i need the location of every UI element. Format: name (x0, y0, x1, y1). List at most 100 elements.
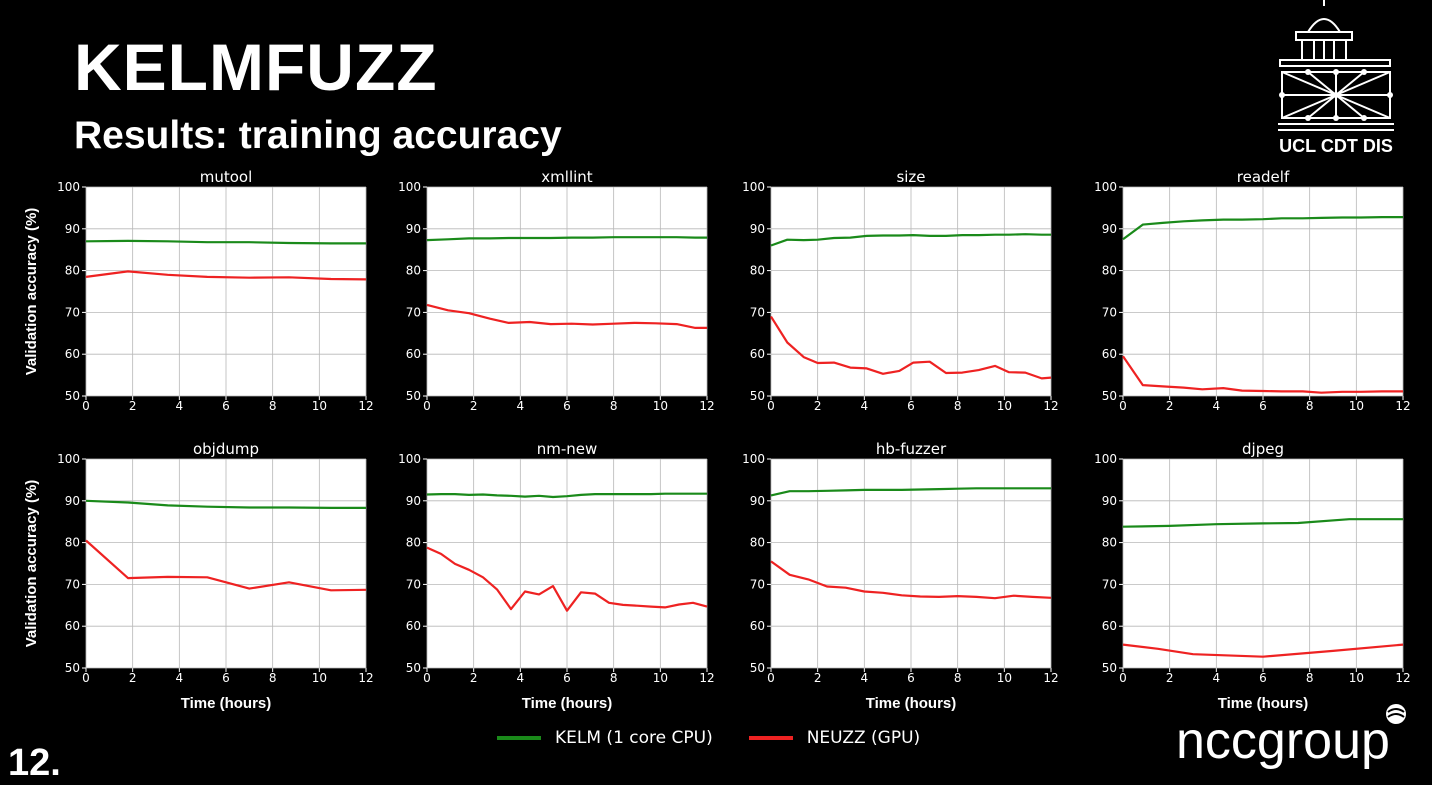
y-tick-label: 100 (398, 452, 421, 466)
x-tick-label: 10 (1349, 399, 1364, 413)
y-tick-label: 80 (406, 536, 421, 550)
y-tick-label: 80 (750, 264, 765, 278)
x-axis-label: Time (hours) (522, 695, 613, 712)
x-tick-label: 6 (222, 671, 230, 685)
y-tick-label: 90 (1102, 222, 1117, 236)
y-tick-label: 50 (65, 389, 80, 403)
x-tick-label: 6 (1259, 399, 1267, 413)
x-tick-label: 0 (82, 671, 90, 685)
x-tick-label: 8 (269, 399, 277, 413)
x-tick-label: 4 (517, 399, 525, 413)
x-tick-label: 8 (1306, 671, 1314, 685)
y-axis-label: Validation accuracy (%) (23, 480, 40, 648)
y-tick-label: 60 (1102, 347, 1117, 361)
chart-title: hb-fuzzer (876, 440, 947, 458)
y-tick-label: 60 (750, 619, 765, 633)
x-tick-label: 4 (861, 671, 869, 685)
x-tick-label: 0 (423, 399, 431, 413)
chart-hb-fuzzer: 0 2 4 6 8 10 12 50 60 70 80 90 100 hb-fuzzer Time (hou… (742, 440, 1059, 712)
ucl-logo-text: UCL CDT DIS (1279, 136, 1393, 156)
legend-label-kelm: KELM (1 core CPU) (555, 728, 713, 748)
series-line-neuzz (426, 546, 708, 612)
y-axis-label: Validation accuracy (%) (23, 208, 40, 376)
chart-title: objdump (193, 440, 259, 458)
x-tick-label: 6 (563, 671, 571, 685)
legend-item-kelm: KELM (1 core CPU) (497, 728, 713, 748)
legend: KELM (1 core CPU) NEUZZ (GPU) (497, 728, 920, 748)
x-axis-label: Time (hours) (1218, 695, 1309, 712)
chart-title: mutool (200, 168, 253, 186)
series-line-kelm (426, 492, 707, 499)
y-tick-label: 60 (65, 347, 80, 361)
y-tick-label: 70 (1102, 577, 1117, 591)
series-line-neuzz (426, 303, 707, 329)
chart-djpeg: 0 2 4 6 8 10 12 50 60 70 80 90 100 djpeg Time (hours) (1094, 440, 1411, 712)
x-tick-label: 4 (176, 671, 184, 685)
x-tick-label: 4 (517, 671, 525, 685)
x-tick-label: 12 (358, 399, 373, 413)
series-line-kelm (85, 239, 366, 245)
nccgroup-logo: nccgroup (1176, 704, 1406, 770)
y-tick-label: 70 (406, 577, 421, 591)
y-tick-label: 100 (742, 180, 765, 194)
x-tick-label: 2 (470, 671, 478, 685)
x-tick-label: 12 (358, 671, 373, 685)
chart-title: readelf (1237, 168, 1290, 186)
x-tick-label: 8 (269, 671, 277, 685)
x-tick-label: 10 (653, 399, 668, 413)
y-tick-label: 70 (750, 305, 765, 319)
x-tick-label: 6 (222, 399, 230, 413)
slide-title: KELMFUZZ (74, 30, 438, 104)
x-tick-label: 4 (1213, 671, 1221, 685)
y-tick-label: 80 (1102, 264, 1117, 278)
series-line-neuzz (770, 560, 1052, 600)
x-tick-label: 10 (997, 399, 1012, 413)
series-line-kelm (85, 499, 366, 509)
x-tick-label: 10 (312, 399, 327, 413)
x-tick-label: 12 (699, 399, 714, 413)
slide-number: 12. (8, 742, 61, 784)
y-tick-label: 80 (750, 536, 765, 550)
x-axis-label: Time (hours) (181, 695, 272, 712)
x-tick-label: 6 (907, 399, 915, 413)
y-tick-label: 60 (1102, 619, 1117, 633)
x-tick-label: 2 (129, 671, 137, 685)
chart-title: djpeg (1242, 440, 1284, 458)
y-tick-label: 100 (742, 452, 765, 466)
y-tick-label: 70 (750, 577, 765, 591)
y-tick-label: 90 (65, 494, 80, 508)
slide-subtitle: Results: training accuracy (74, 114, 562, 157)
y-tick-label: 50 (406, 389, 421, 403)
x-tick-label: 12 (1395, 399, 1410, 413)
y-tick-label: 50 (406, 661, 421, 675)
x-tick-label: 0 (1119, 399, 1127, 413)
x-tick-label: 0 (1119, 671, 1127, 685)
x-tick-label: 0 (767, 671, 775, 685)
legend-item-neuzz: NEUZZ (GPU) (748, 728, 921, 748)
chart-nm-new: 0 2 4 6 8 10 12 50 60 70 80 90 100 nm-new Time (hours) (398, 440, 715, 712)
x-tick-label: 0 (82, 399, 90, 413)
chart-mutool: 0 2 4 6 8 10 12 50 60 70 80 90 100 mutool Validation a… (23, 168, 374, 413)
x-tick-label: 2 (1166, 399, 1174, 413)
x-tick-label: 4 (1213, 399, 1221, 413)
y-tick-label: 60 (406, 619, 421, 633)
y-tick-label: 50 (750, 389, 765, 403)
x-tick-label: 10 (653, 671, 668, 685)
x-tick-label: 2 (814, 671, 822, 685)
legend-label-neuzz: NEUZZ (GPU) (806, 728, 921, 748)
x-tick-label: 10 (997, 671, 1012, 685)
chart-size: 0 2 4 6 8 10 12 50 60 70 80 90 100 size (742, 168, 1059, 413)
y-tick-label: 70 (65, 577, 80, 591)
y-tick-label: 70 (1102, 305, 1117, 319)
chart-xmllint: 0 2 4 6 8 10 12 50 60 70 80 90 100 xmllint (398, 168, 715, 413)
x-tick-label: 4 (861, 399, 869, 413)
x-axis-label: Time (hours) (866, 695, 957, 712)
y-tick-label: 50 (65, 661, 80, 675)
y-tick-label: 80 (406, 264, 421, 278)
y-tick-label: 50 (1102, 389, 1117, 403)
ucl-cdt-dis-logo: UCL CDT DIS (1278, 0, 1394, 156)
x-tick-label: 6 (563, 399, 571, 413)
chart-title: nm-new (537, 440, 598, 458)
y-tick-label: 60 (65, 619, 80, 633)
